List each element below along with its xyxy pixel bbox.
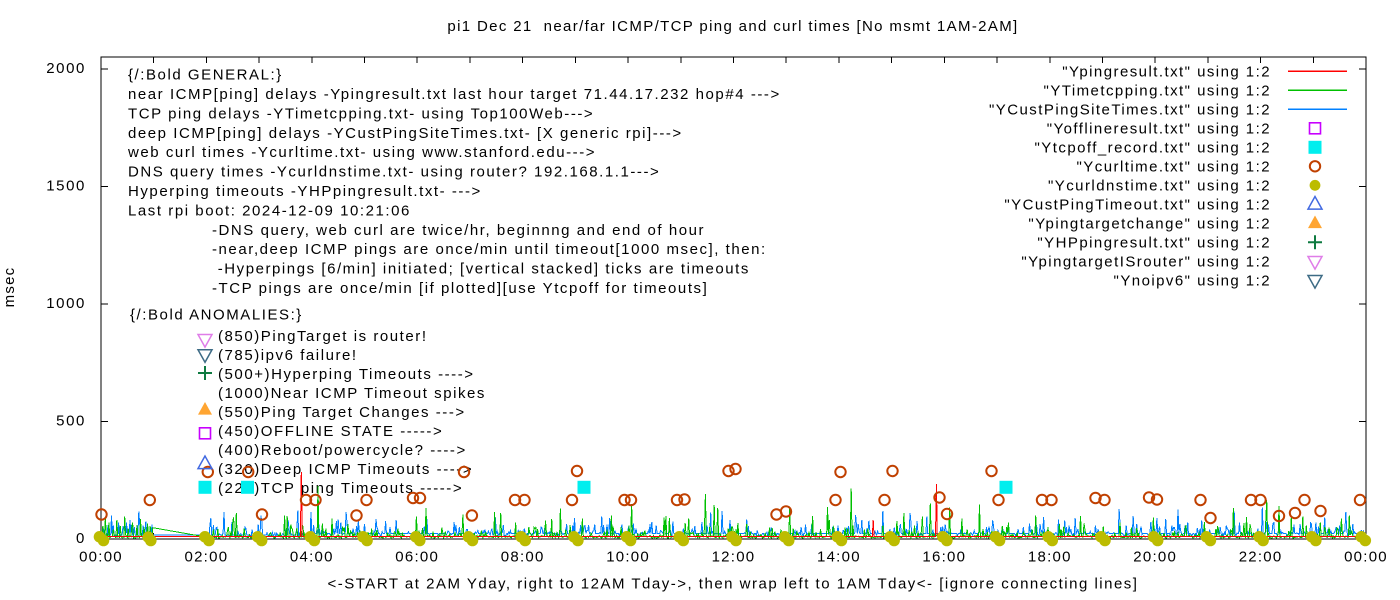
svg-text:12:00: 12:00 (712, 549, 756, 566)
svg-text:(500+)Hyperping Timeouts ---->: (500+)Hyperping Timeouts ----> (218, 366, 475, 383)
svg-text:TCP ping delays -YTimetcpping.: TCP ping delays -YTimetcpping.txt- using… (128, 105, 594, 122)
svg-text:"Yofflineresult.txt" using 1:2: "Yofflineresult.txt" using 1:2 (1047, 120, 1271, 137)
svg-text:"YHPpingresult.txt" using 1:2: "YHPpingresult.txt" using 1:2 (1037, 234, 1271, 251)
svg-text:(1000)Near ICMP Timeout spikes: (1000)Near ICMP Timeout spikes (218, 385, 486, 402)
svg-text:16:00: 16:00 (922, 549, 966, 566)
svg-text:"Ynoipv6" using 1:2: "Ynoipv6" using 1:2 (1114, 272, 1271, 289)
svg-text:DNS query times -Ycurldnstime.: DNS query times -Ycurldnstime.txt- using… (128, 164, 660, 181)
svg-text:web curl times -Ycurltime.txt-: web curl times -Ycurltime.txt- using www… (127, 144, 596, 161)
svg-text:00:00: 00:00 (79, 549, 123, 566)
svg-text:"YCustPingSiteTimes.txt" using: "YCustPingSiteTimes.txt" using 1:2 (989, 101, 1271, 118)
svg-text:Hyperping timeouts -YHPpingres: Hyperping timeouts -YHPpingresult.txt- -… (128, 183, 482, 200)
svg-text:"YTimetcpping.txt" using 1:2: "YTimetcpping.txt" using 1:2 (1044, 82, 1271, 99)
svg-text:2000: 2000 (46, 60, 86, 77)
svg-text:"Ycurldnstime.txt" using 1:2: "Ycurldnstime.txt" using 1:2 (1048, 177, 1271, 194)
svg-text:Last rpi boot: 2024-12-09 10:2: Last rpi boot: 2024-12-09 10:21:06 (128, 202, 411, 219)
svg-text:06:00: 06:00 (395, 549, 439, 566)
svg-text:<-START at 2AM Yday, right to: <-START at 2AM Yday, right to 12AM Tday-… (328, 576, 1139, 593)
svg-text:"YpingtargetISrouter" using 1:: "YpingtargetISrouter" using 1:2 (1021, 253, 1271, 270)
svg-text:00:00: 00:00 (1344, 549, 1388, 566)
svg-text:(785)ipv6 failure!: (785)ipv6 failure! (218, 347, 358, 364)
svg-text:02:00: 02:00 (185, 549, 229, 566)
svg-text:20:00: 20:00 (1133, 549, 1177, 566)
svg-text:near ICMP[ping] delays -Ypingr: near ICMP[ping] delays -Ypingresult.txt … (128, 86, 781, 103)
svg-text:1000: 1000 (46, 295, 86, 312)
svg-text:"Ypingtargetchange" using 1:2: "Ypingtargetchange" using 1:2 (1028, 215, 1271, 232)
svg-text:04:00: 04:00 (290, 549, 334, 566)
svg-text:0: 0 (76, 530, 86, 547)
svg-text:10:00: 10:00 (606, 549, 650, 566)
svg-text:"Ypingresult.txt" using 1:2: "Ypingresult.txt" using 1:2 (1062, 63, 1271, 80)
svg-text:(220)TCP ping Timeouts ----->: (220)TCP ping Timeouts -----> (218, 480, 463, 497)
svg-text:msec: msec (1, 267, 18, 308)
svg-text:08:00: 08:00 (501, 549, 545, 566)
svg-text:500: 500 (56, 413, 86, 430)
svg-text:deep ICMP[ping] delays -YCustP: deep ICMP[ping] delays -YCustPingSiteTim… (128, 125, 683, 142)
svg-text:(450)OFFLINE STATE ----->: (450)OFFLINE STATE -----> (218, 423, 443, 440)
svg-text:18:00: 18:00 (1028, 549, 1072, 566)
svg-text:{/:Bold ANOMALIES:}: {/:Bold ANOMALIES:} (130, 307, 303, 324)
svg-text:22:00: 22:00 (1239, 549, 1283, 566)
svg-text:{/:Bold GENERAL:}: {/:Bold GENERAL:} (128, 67, 283, 84)
svg-text:pi1 Dec 21 near/far ICMP/TCP: pi1 Dec 21 near/far ICMP/TCP ping and cu… (447, 18, 1018, 35)
svg-text:"Ycurltime.txt" using 1:2: "Ycurltime.txt" using 1:2 (1077, 158, 1271, 175)
svg-text:"YCustPingTimeout.txt" using 1: "YCustPingTimeout.txt" using 1:2 (1004, 196, 1271, 213)
svg-text:(850)PingTarget is router!: (850)PingTarget is router! (218, 328, 428, 345)
svg-text:1500: 1500 (46, 178, 86, 195)
svg-text:(550)Ping Target Changes --->: (550)Ping Target Changes ---> (218, 404, 466, 421)
svg-text:-Hyperpings [6/min] initiated;: -Hyperpings [6/min] initiated; [vertical… (212, 261, 750, 278)
svg-text:14:00: 14:00 (817, 549, 861, 566)
svg-text:-DNS query, web curl are twice: -DNS query, web curl are twice/hr, begin… (212, 222, 705, 239)
svg-text:(400)Reboot/powercycle? ---->: (400)Reboot/powercycle? ----> (218, 442, 467, 459)
svg-text:-TCP pings are once/min [if pl: -TCP pings are once/min [if plotted][use… (212, 280, 708, 297)
svg-text:"Ytcpoff_record.txt" using 1:2: "Ytcpoff_record.txt" using 1:2 (1035, 139, 1271, 156)
svg-text:(320)Deep ICMP Timeouts ---->: (320)Deep ICMP Timeouts ----> (218, 461, 473, 478)
svg-text:-near,deep ICMP pings are once: -near,deep ICMP pings are once/min until… (212, 241, 767, 258)
